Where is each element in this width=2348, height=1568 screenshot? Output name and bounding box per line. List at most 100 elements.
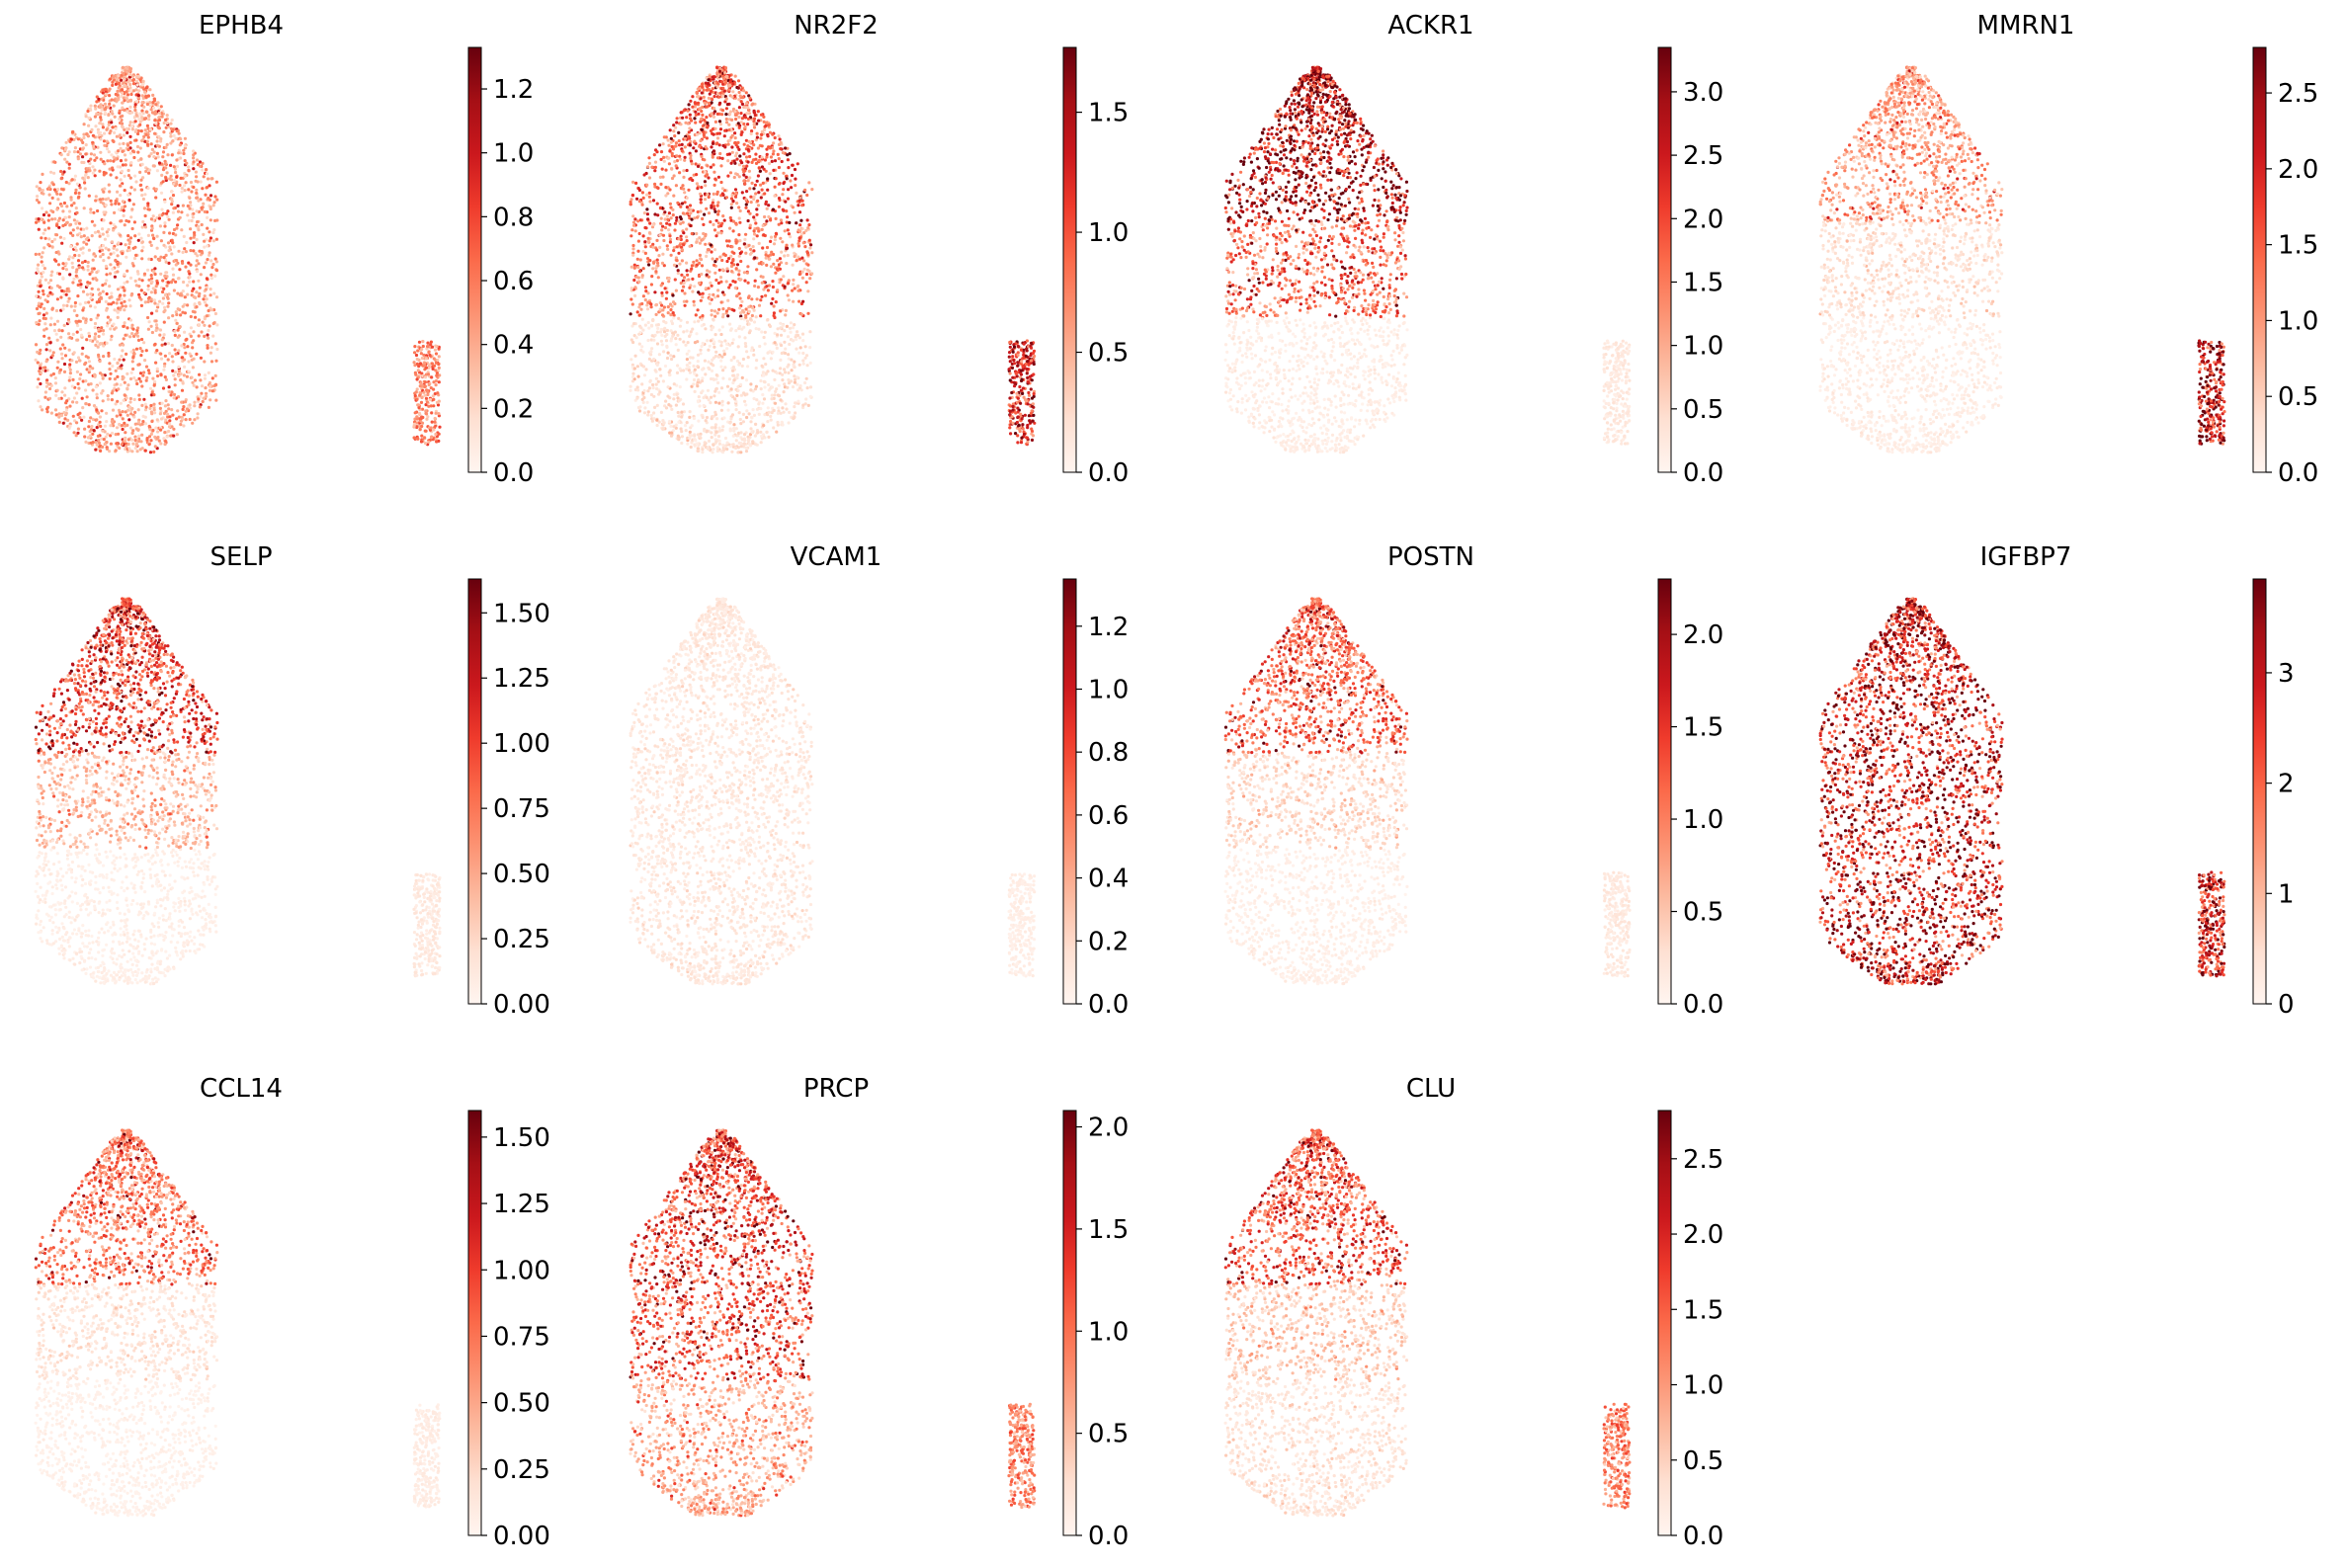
cell-point [37,289,41,293]
cell-point [750,346,754,350]
cell-point [633,354,637,358]
cell-point [85,292,90,296]
cell-point [140,433,144,437]
cell-point [713,345,716,349]
cell-point [95,408,99,412]
cell-point [133,410,137,414]
cell-point [67,378,71,382]
cell-point [98,420,102,424]
cell-point [782,188,786,192]
cell-point [105,411,109,415]
cell-point [112,222,116,227]
cell-point [188,406,192,410]
cell-point [721,307,725,311]
cell-point [745,350,749,354]
cell-point [635,310,639,314]
cell-point [103,108,107,112]
cell-point [96,434,100,438]
cell-point [739,278,743,282]
cell-point [83,435,87,439]
cell-point [752,195,756,199]
cell-point [424,442,428,446]
cell-point [89,210,93,214]
cell-point [193,400,197,404]
cell-point [172,373,176,377]
cell-point [664,186,668,190]
cell-point [95,112,99,116]
cell-point [729,417,733,421]
cell-point [676,271,680,276]
cell-point [674,144,678,148]
cell-point [722,134,726,138]
cell-point [112,139,116,143]
cell-point [101,227,105,231]
cell-point [808,246,812,250]
cell-point [786,197,791,201]
cell-point [777,182,781,186]
cell-point [681,402,686,406]
cell-point [138,170,142,174]
cell-point [169,174,173,178]
cell-point [83,187,87,191]
cell-point [103,187,107,191]
cell-point [787,232,791,236]
cell-point [642,411,647,415]
cell-point [676,434,680,438]
cell-point [703,198,708,202]
cell-point [89,104,93,108]
cell-point [178,215,182,219]
cell-point [65,160,69,164]
cell-point [104,282,108,286]
cell-point [109,327,113,331]
cell-point [667,162,671,166]
cell-point [740,299,744,303]
cell-point [109,263,113,267]
cell-point [772,262,776,266]
cell-point [631,253,635,257]
cell-point [211,239,215,243]
cell-point [147,118,151,122]
cell-point [65,287,69,291]
cell-point [722,416,726,420]
cell-point [203,300,207,304]
cell-point [419,440,424,444]
cell-point [629,358,633,362]
cell-point [191,366,195,370]
cell-point [733,74,737,78]
cell-point [39,348,42,352]
cell-point [74,360,79,364]
cell-point [673,330,677,334]
cell-point [112,228,116,232]
cell-point [65,406,69,410]
cell-point [161,180,165,184]
cell-point [187,168,191,172]
cell-point [748,252,752,256]
cell-point [186,204,190,208]
cell-point [701,389,705,393]
cell-point [61,276,65,280]
cell-point [113,115,117,119]
cell-point [693,320,697,324]
cell-point [801,359,805,363]
cell-point [716,380,720,385]
cell-point [707,275,711,279]
cell-point [35,306,40,311]
cell-point [82,234,86,238]
cell-point [126,143,130,147]
cell-point [134,180,138,184]
cell-point [74,248,78,252]
cell-point [160,207,164,211]
cell-point [769,414,773,418]
cell-point [104,264,109,269]
cell-point [775,371,779,375]
cell-point [36,385,40,389]
cell-point [646,389,650,393]
cell-point [152,270,156,274]
cell-point [116,288,121,291]
cell-point [86,260,90,265]
cell-point [675,259,679,263]
cell-point [787,371,791,374]
cell-point [119,159,124,163]
cell-point [190,358,194,362]
cell-point [653,405,657,409]
